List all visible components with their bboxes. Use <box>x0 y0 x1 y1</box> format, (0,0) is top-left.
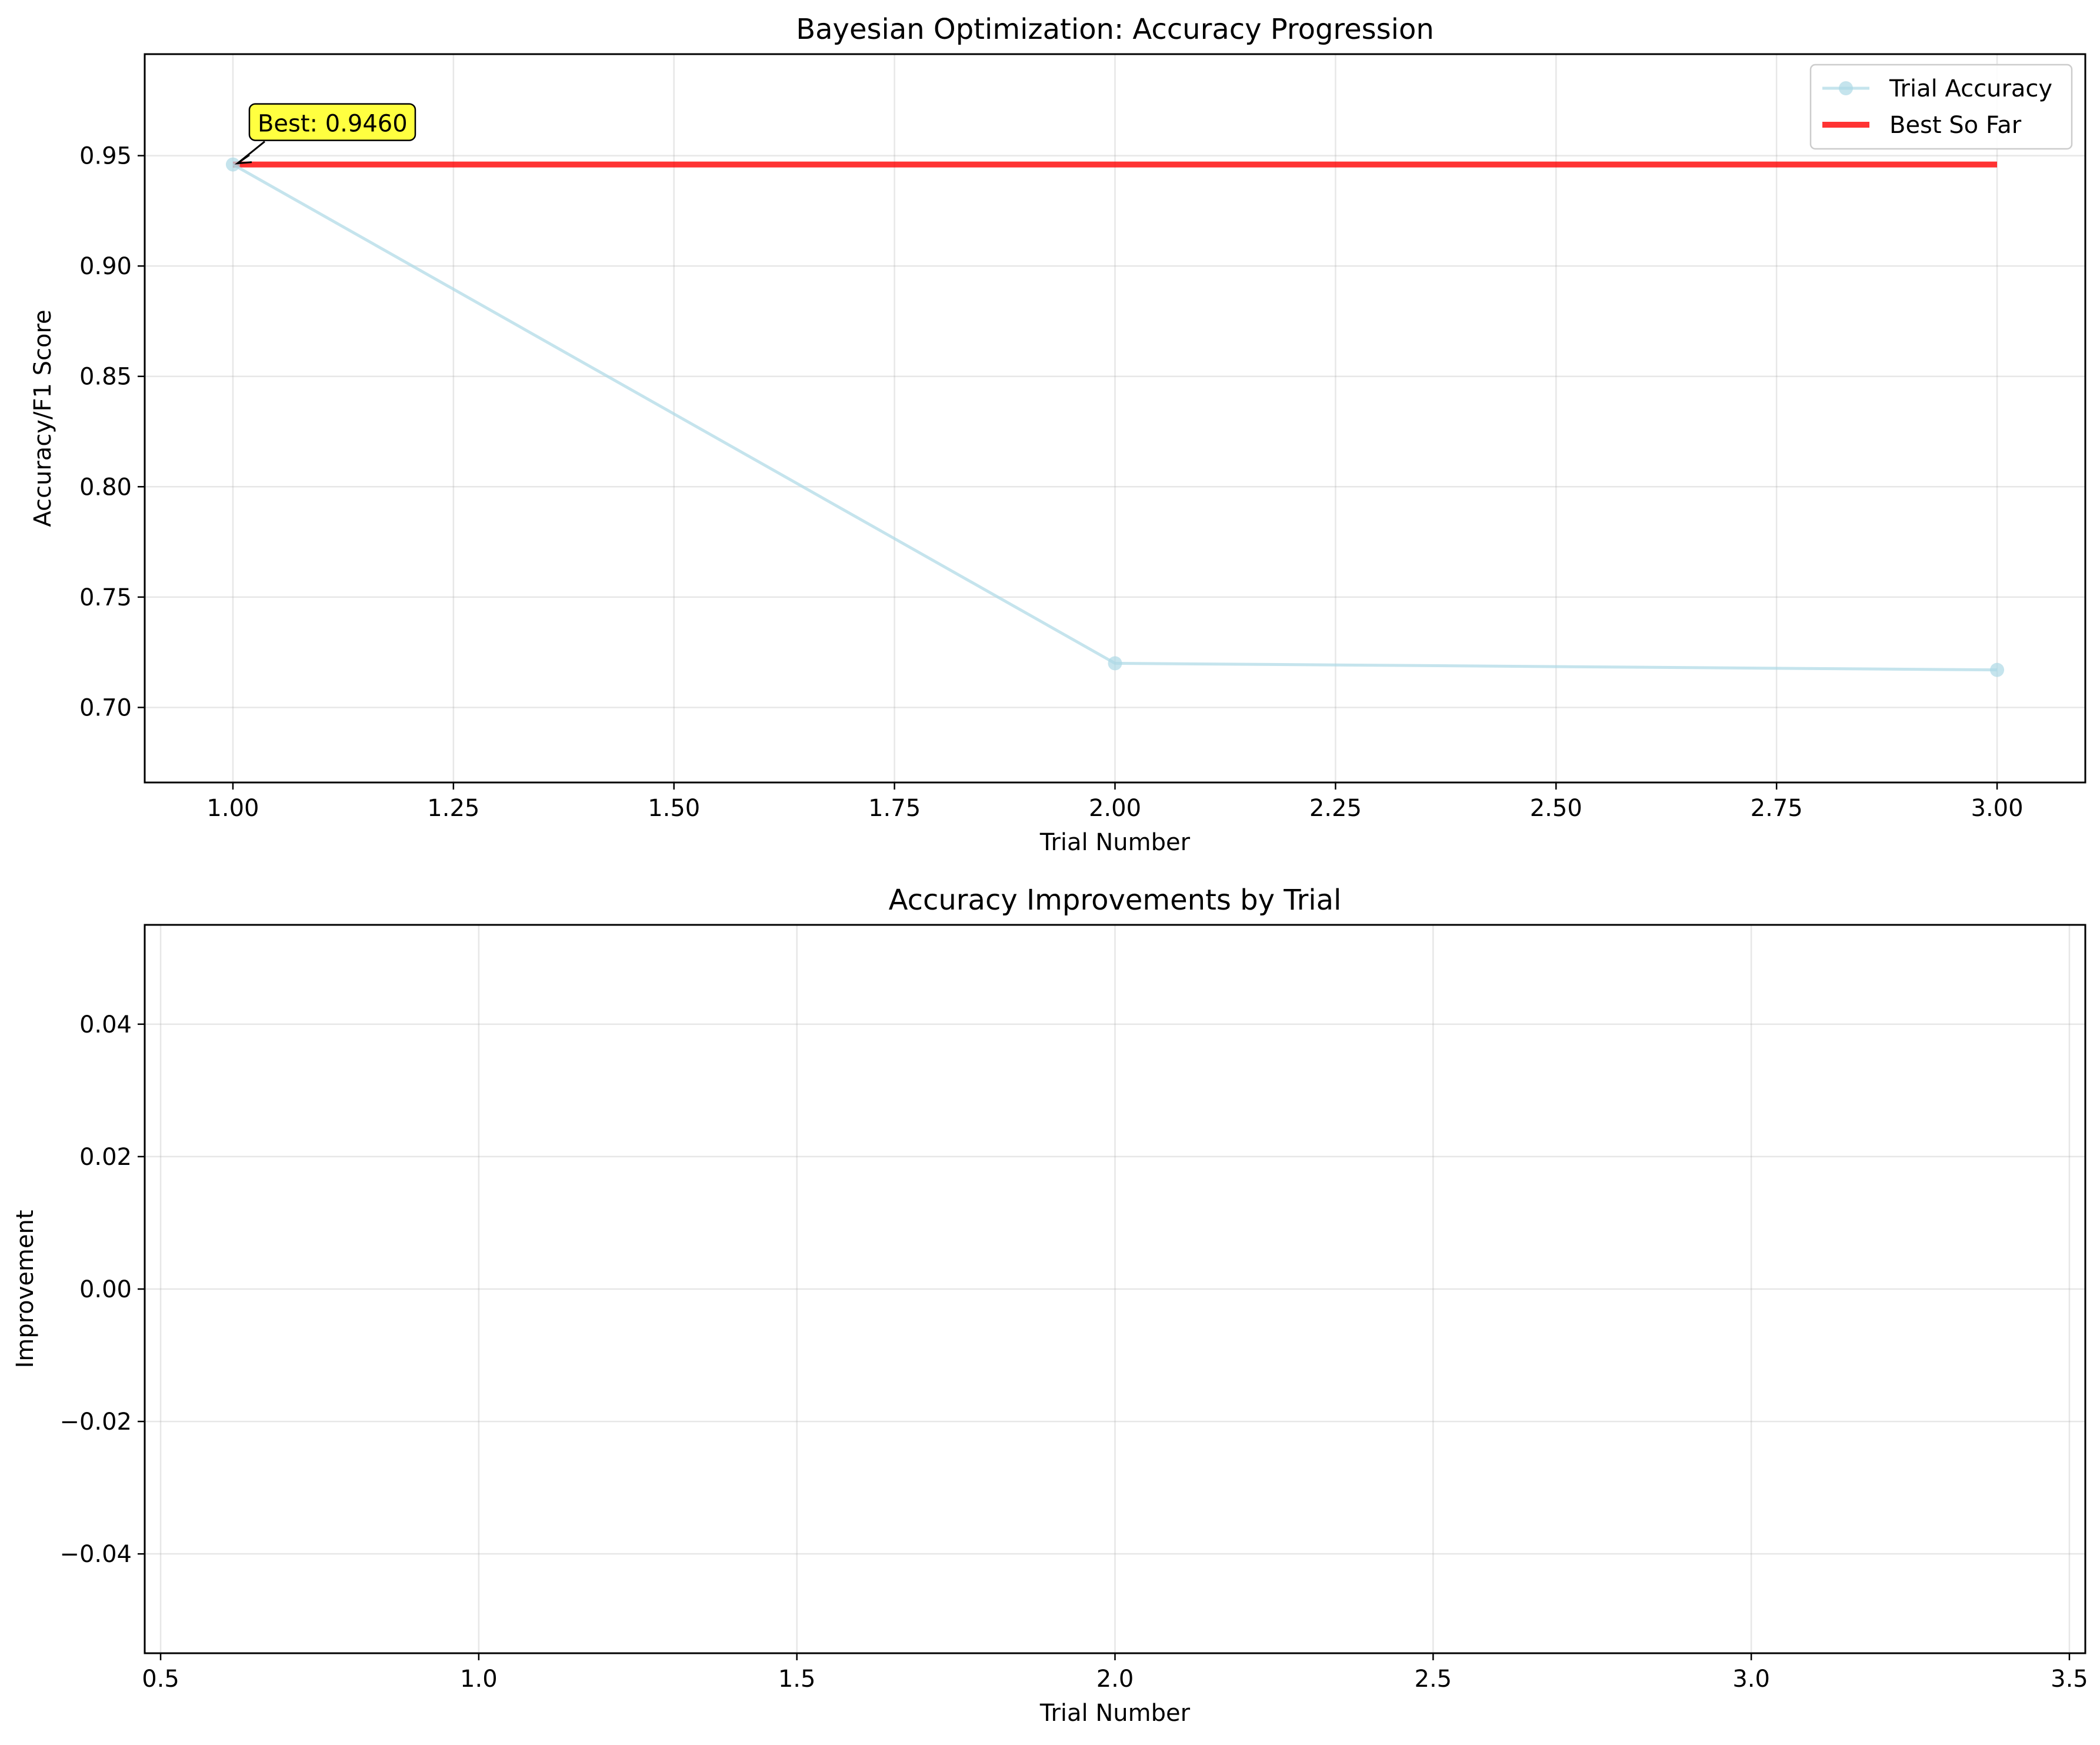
x-tick-label: 2.75 <box>1751 795 1803 822</box>
y-tick-label: 0.70 <box>79 694 132 721</box>
data-point-trial-accuracy <box>1990 662 2005 677</box>
x-tick-label: 2.5 <box>1415 1666 1452 1693</box>
y-tick-label: 0.95 <box>79 143 132 170</box>
x-axis-label: Trial Number <box>1039 829 1191 856</box>
annotation-arrowhead <box>234 154 252 165</box>
accuracy-progression-chart: 1.00 1.25 1.50 1.75 2.00 2.25 2.50 2.75 3.00 0.7… <box>29 13 2086 856</box>
x-tick-label: 2.25 <box>1309 795 1362 822</box>
data-point-trial-accuracy <box>1108 656 1122 671</box>
x-tick-label: 3.00 <box>1971 795 2024 822</box>
x-tick-label: 3.5 <box>2051 1666 2088 1693</box>
annotation-box <box>248 103 416 141</box>
grid <box>145 925 2085 1653</box>
x-tick-label: 1.0 <box>460 1666 498 1693</box>
x-tick-label: 1.00 <box>206 795 259 822</box>
x-tick-label: 1.50 <box>648 795 700 822</box>
legend-label-best-so-far: Best So Far <box>1889 112 2022 139</box>
legend-label-trial-accuracy: Trial Accuracy <box>1889 75 2052 102</box>
x-axis-ticks: 0.5 1.0 1.5 2.0 2.5 3.0 3.5 <box>142 1653 2088 1693</box>
annotation-text: Best: 0.9460 <box>258 111 408 138</box>
x-axis-label: Trial Number <box>1039 1700 1191 1727</box>
best-annotation: Best: 0.9460 <box>234 103 416 165</box>
x-tick-label: 0.5 <box>142 1666 179 1693</box>
legend-marker-trial-accuracy <box>1839 81 1853 95</box>
y-tick-label: 0.00 <box>79 1276 132 1303</box>
accuracy-improvements-chart: 0.5 1.0 1.5 2.0 2.5 3.0 3.5 −0.04 −0.02 0.00 0.02… <box>12 884 2088 1727</box>
x-tick-label: 2.0 <box>1096 1666 1134 1693</box>
legend-box <box>1809 64 2073 150</box>
legend: Trial Accuracy Best So Far <box>1809 64 2073 150</box>
x-tick-label: 1.25 <box>427 795 479 822</box>
y-tick-label: −0.02 <box>59 1408 132 1436</box>
series-layer <box>225 157 2005 677</box>
x-tick-label: 2.50 <box>1530 795 1582 822</box>
x-tick-label: 1.5 <box>778 1666 816 1693</box>
data-point-trial-accuracy <box>225 157 240 172</box>
y-axis-label: Improvement <box>12 1210 39 1368</box>
y-tick-label: 0.02 <box>79 1144 132 1171</box>
y-tick-label: 0.80 <box>79 474 132 501</box>
y-tick-label: 0.04 <box>79 1011 132 1038</box>
y-axis-ticks: −0.04 −0.02 0.00 0.02 0.04 <box>59 1011 145 1568</box>
chart-title: Bayesian Optimization: Accuracy Progress… <box>796 13 1434 46</box>
x-tick-label: 2.00 <box>1089 795 1141 822</box>
y-tick-label: 0.85 <box>79 364 132 391</box>
y-tick-label: −0.04 <box>59 1541 132 1568</box>
x-axis-ticks: 1.00 1.25 1.50 1.75 2.00 2.25 2.50 2.75 3.00 <box>206 782 2024 822</box>
x-tick-label: 1.75 <box>868 795 921 822</box>
chart-title: Accuracy Improvements by Trial <box>889 884 1342 917</box>
y-tick-label: 0.90 <box>79 253 132 280</box>
y-axis-label: Accuracy/F1 Score <box>29 309 56 527</box>
x-tick-label: 3.0 <box>1732 1666 1770 1693</box>
y-tick-label: 0.75 <box>79 584 132 611</box>
grid <box>145 54 2085 782</box>
y-axis-ticks: 0.70 0.75 0.80 0.85 0.90 0.95 <box>79 143 145 721</box>
